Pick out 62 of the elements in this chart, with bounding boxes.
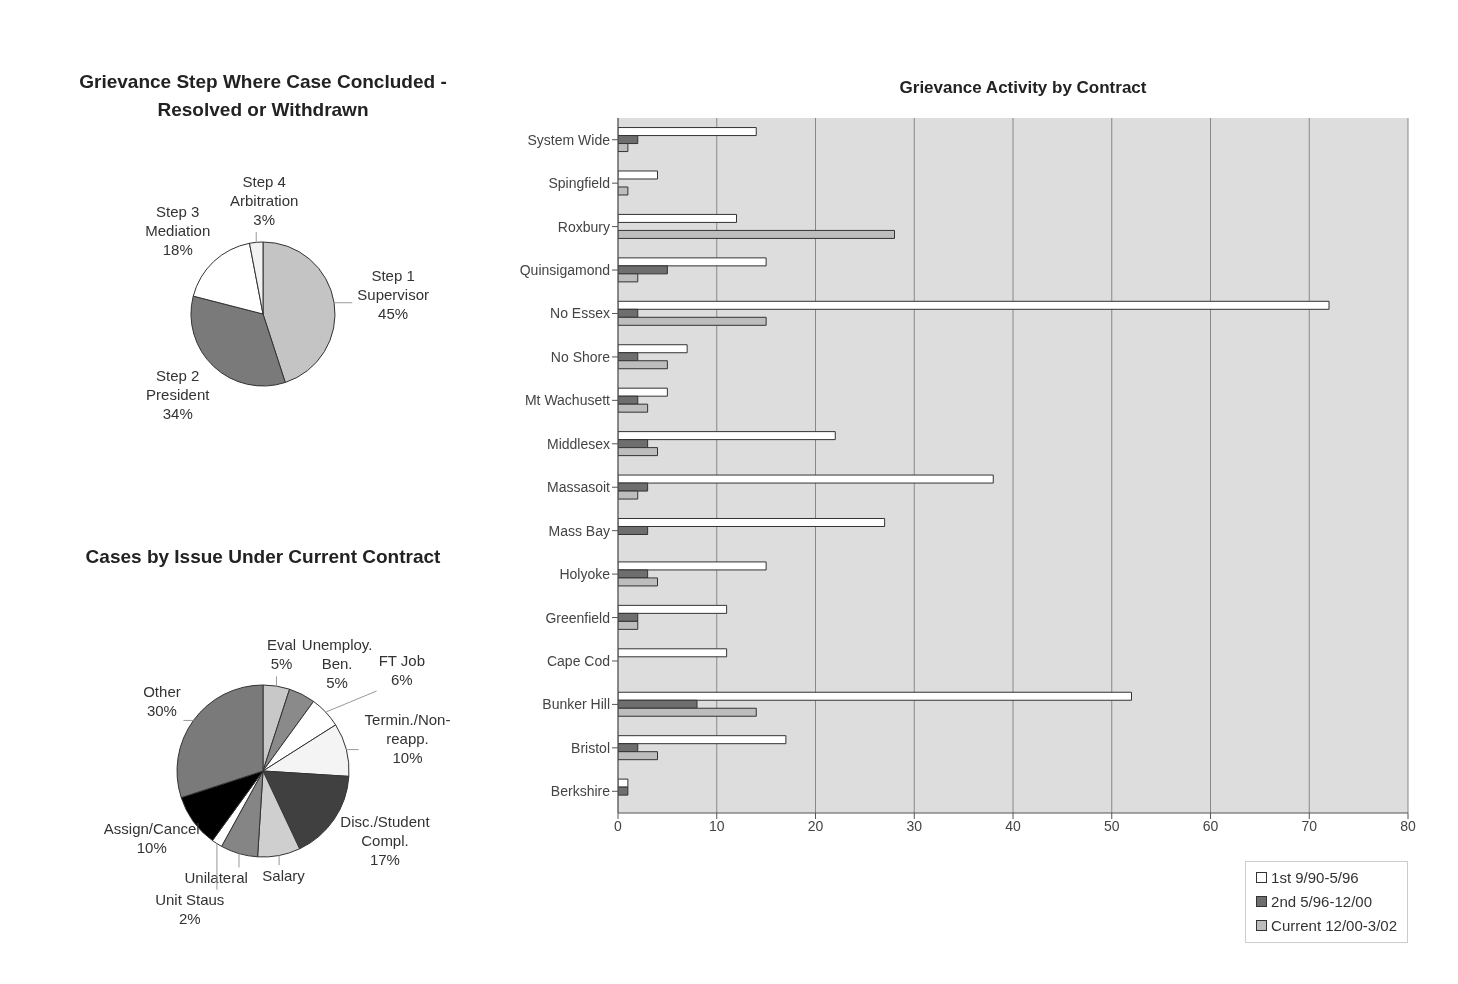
y-tick-label: Greenfield — [545, 609, 610, 626]
y-tick-label: Spingfield — [548, 175, 610, 192]
legend-label: 1st 9/90-5/96 — [1271, 868, 1359, 888]
slice-label: Other — [143, 682, 181, 700]
bar — [618, 186, 629, 196]
y-tick-label: Berkshire — [550, 783, 611, 800]
bar — [618, 170, 658, 180]
data-label: 5% — [326, 673, 348, 691]
y-tick-label: No Essex — [550, 305, 610, 322]
x-tick-label: 0 — [614, 817, 623, 834]
x-tick-label: 70 — [1301, 817, 1318, 834]
y-tick-label: Middlesex — [546, 435, 610, 452]
slice-label: FT Job — [378, 651, 426, 669]
x-tick-label: 40 — [1005, 817, 1021, 834]
x-tick-label: 30 — [906, 817, 923, 834]
chart-title: Grievance Step Where Case Concluded - Resolved or Withdrawn — [78, 70, 448, 122]
data-label: 45% — [378, 305, 409, 323]
slice-label: Salary — [262, 866, 306, 884]
slice-label: Termin./Non-reapp. — [364, 710, 451, 747]
slice-label: Step 2 President — [146, 366, 211, 403]
data-label: 18% — [162, 240, 193, 258]
legend-label: 2nd 5/96-12/00 — [1271, 892, 1372, 912]
slice-label: Step 4 Arbitration — [229, 172, 299, 209]
data-label: 6% — [391, 670, 413, 688]
slice-label: Step 1 Supervisor — [357, 267, 429, 304]
slice-label: Disc./Student Compl. — [340, 813, 431, 850]
y-tick-label: Bristol — [571, 739, 610, 756]
chart-title: Cases by Issue Under Current Contract — [84, 545, 442, 569]
slice-label: Step 3 Mediation — [145, 202, 211, 239]
slice-label: Assign/Cancel — [103, 820, 200, 838]
data-label: 5% — [270, 654, 293, 672]
data-label: 34% — [162, 404, 193, 422]
x-tick-label: 10 — [708, 817, 725, 834]
y-tick-label: Mass Bay — [548, 522, 610, 539]
legend-label: Current 12/00-3/02 — [1271, 916, 1397, 936]
y-tick-label: Mt Wachusett — [524, 392, 611, 409]
bar — [618, 648, 728, 658]
y-tick-label: Quinsigamond — [519, 262, 610, 278]
data-label: 2% — [178, 910, 201, 928]
y-tick-label: No Shore — [550, 348, 611, 365]
bar — [618, 213, 737, 223]
chart-title: Grievance Activity by Contract — [898, 77, 1148, 99]
x-tick-label: 80 — [1400, 817, 1416, 834]
x-tick-label: 20 — [807, 817, 824, 834]
slice-label: Eval — [266, 635, 297, 653]
y-tick-label: Massasoit — [546, 479, 611, 496]
data-label: 10% — [136, 839, 167, 857]
x-tick-label: 50 — [1103, 817, 1120, 834]
y-tick-label: Holyoke — [559, 566, 611, 583]
x-tick-label: 60 — [1202, 817, 1219, 834]
data-label: 17% — [369, 851, 400, 869]
data-label: 10% — [392, 748, 423, 766]
data-label: 3% — [253, 210, 276, 228]
y-tick-label: Cape Cod — [546, 652, 610, 669]
y-tick-label: Bunker Hill — [542, 696, 610, 713]
y-tick-label: System Wide — [527, 131, 611, 148]
slice-label: Unilateral — [184, 868, 248, 886]
slice-label: Unit Staus — [155, 891, 225, 909]
data-label: 30% — [146, 701, 177, 719]
bar — [618, 229, 895, 239]
y-tick-label: Roxbury — [557, 218, 610, 235]
slice-label: Unemploy. Ben. — [301, 635, 373, 672]
